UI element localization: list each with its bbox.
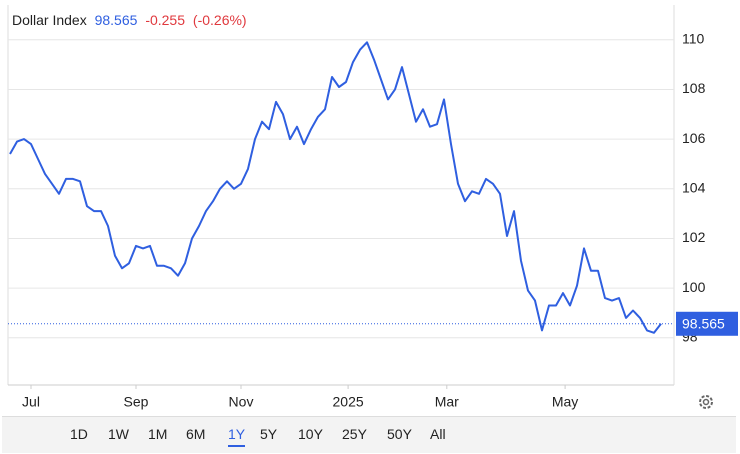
- range-button[interactable]: 1D: [70, 426, 88, 442]
- range-button[interactable]: 5Y: [260, 426, 278, 442]
- x-tick-label: Sep: [124, 394, 149, 410]
- range-button[interactable]: 1Y: [228, 426, 246, 447]
- price-change: -0.255: [145, 12, 186, 28]
- price-line: [9, 41, 662, 334]
- x-tick-label: May: [552, 394, 578, 410]
- range-bar: 1D 1W 1M 6M 1Y 5Y 10Y 25Y 50Y All: [2, 416, 736, 453]
- x-tick-label: Mar: [435, 394, 459, 410]
- last-price-badge: [676, 311, 738, 336]
- x-tick-label: Jul: [22, 394, 40, 410]
- settings-icon[interactable]: [699, 395, 713, 409]
- header: Dollar Index 98.565 -0.255 (-0.26%): [12, 12, 251, 28]
- last-price-label: 98.565: [682, 315, 725, 331]
- y-tick-label: 104: [682, 179, 706, 195]
- last-price: 98.565: [94, 12, 138, 28]
- y-tick-label: 110: [682, 30, 705, 46]
- y-tick-label: 102: [682, 229, 706, 245]
- x-tick-label: 2025: [333, 394, 364, 410]
- range-button[interactable]: 50Y: [387, 426, 412, 442]
- y-tick-label: 108: [682, 80, 706, 96]
- range-button[interactable]: All: [430, 426, 446, 442]
- range-button[interactable]: 25Y: [342, 426, 367, 442]
- range-button[interactable]: 6M: [186, 426, 206, 442]
- range-button[interactable]: 1W: [108, 426, 129, 442]
- settings-hole: [702, 398, 710, 406]
- settings-ring: [699, 395, 713, 409]
- y-tick-label: 100: [682, 279, 706, 295]
- x-tick-label: Nov: [229, 394, 254, 410]
- range-button[interactable]: 10Y: [298, 426, 323, 442]
- y-tick-label: 106: [682, 130, 706, 146]
- instrument-name: Dollar Index: [12, 12, 87, 28]
- price-change-pct: (-0.26%): [192, 12, 247, 28]
- range-button[interactable]: 1M: [148, 426, 168, 442]
